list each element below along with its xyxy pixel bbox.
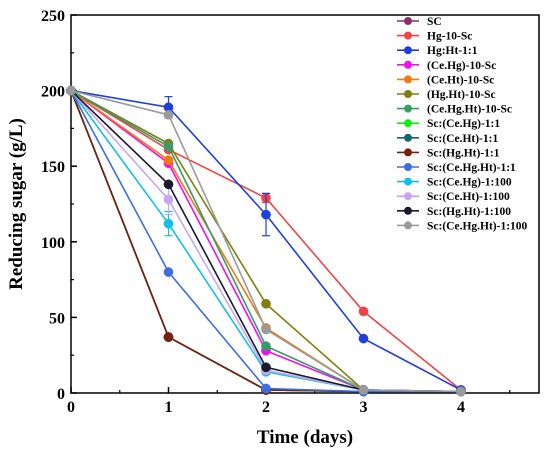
legend-marker <box>404 75 412 84</box>
legend-label: (Hg.Ht)-10-Sc <box>427 89 496 101</box>
legend-label: SC <box>427 16 442 28</box>
x-tick-label: 4 <box>457 399 465 416</box>
data-point <box>456 386 466 397</box>
data-point <box>163 267 174 277</box>
x-tick-label: 3 <box>360 399 368 416</box>
series-group <box>66 85 466 397</box>
legend-item: (Ce.Ht)-10-Sc <box>397 74 494 86</box>
x-tick-label: 2 <box>262 399 270 416</box>
y-tick-label: 250 <box>41 8 65 25</box>
legend-label: Sc:(Ce.Ht)-1:100 <box>427 191 510 203</box>
data-point <box>163 332 174 342</box>
legend-marker <box>404 17 412 25</box>
legend-label: Sc:(Hg.Ht)-1:100 <box>427 206 511 218</box>
data-point <box>163 141 174 152</box>
legend-label: (Ce.Hg.Ht)-10-Sc <box>427 104 512 116</box>
legend-item: (Ce.Hg)-10-Sc <box>397 60 496 72</box>
data-point <box>261 362 271 373</box>
legend-item: Sc:(Hg.Ht)-1:100 <box>397 206 511 218</box>
legend-marker <box>404 163 412 171</box>
legend-marker <box>404 119 412 128</box>
legend-marker <box>404 104 412 113</box>
legend-item: (Hg.Ht)-10-Sc <box>397 89 496 101</box>
legend-marker <box>404 90 412 98</box>
data-point <box>261 298 271 309</box>
y-tick-label: 150 <box>41 159 65 176</box>
legend-label: Sc:(Ce.Hg.Ht)-1:100 <box>427 220 528 232</box>
legend-label: (Ce.Hg)-10-Sc <box>427 60 496 72</box>
legend-marker <box>404 192 412 201</box>
y-tick-label: 100 <box>41 235 65 252</box>
data-point <box>163 179 174 190</box>
legend-label: Hg:Ht-1:1 <box>427 45 478 57</box>
data-point <box>163 194 174 205</box>
legend-item: (Ce.Hg.Ht)-10-Sc <box>397 104 512 116</box>
legend-item: Sc:(Ce.Hg.Ht)-1:1 <box>397 162 516 174</box>
legend-label: Hg-10-Sc <box>427 31 472 43</box>
data-point <box>261 209 271 220</box>
legend-marker <box>404 148 412 157</box>
legend-marker <box>404 221 412 230</box>
y-axis-title: Reducing sugar (g/L) <box>6 118 27 290</box>
legend-label: (Ce.Ht)-10-Sc <box>427 74 494 86</box>
legend-label: Sc:(Ce.Ht)-1:1 <box>427 133 498 145</box>
legend-item: Sc:(Hg.Ht)-1:1 <box>397 147 500 159</box>
legend-item: Sc:(Ce.Hg)-1:100 <box>397 177 512 189</box>
legend-marker <box>404 46 412 55</box>
y-tick-label: 0 <box>57 386 65 403</box>
legend-item: Hg:Ht-1:1 <box>397 45 478 57</box>
data-point <box>261 341 271 351</box>
data-point <box>358 306 369 317</box>
data-point <box>358 333 369 344</box>
legend-marker <box>404 177 412 186</box>
data-point <box>163 155 174 166</box>
legend-label: Sc:(Hg.Ht)-1:1 <box>427 147 500 159</box>
legend-marker <box>404 206 412 215</box>
data-point <box>163 109 174 120</box>
legend-marker <box>404 60 412 69</box>
legend-marker <box>404 31 412 40</box>
data-point <box>163 218 174 229</box>
series-layer <box>66 85 466 397</box>
legend-item: Sc:(Ce.Ht)-1:1 <box>397 133 498 145</box>
y-tick-label: 50 <box>49 310 65 327</box>
y-tick-label: 200 <box>41 84 65 101</box>
legend-label: Sc:(Ce.Hg)-1:1 <box>427 118 500 130</box>
data-point <box>261 324 271 335</box>
legend-item: Sc:(Ce.Hg)-1:1 <box>397 118 500 130</box>
legend-label: Sc:(Ce.Hg.Ht)-1:1 <box>427 162 516 174</box>
legend: SC Hg-10-Sc Hg:Ht-1:1 (Ce.Hg)-10-Sc (Ce.Ht)-… <box>397 16 528 232</box>
legend-item: Hg-10-Sc <box>397 31 472 43</box>
x-tick-label: 1 <box>165 399 173 416</box>
data-point <box>261 383 271 394</box>
legend-item: Sc:(Ce.Hg.Ht)-1:100 <box>397 220 528 232</box>
data-point <box>66 85 76 96</box>
x-tick-label: 0 <box>67 399 75 416</box>
legend-marker <box>404 133 412 142</box>
legend-item: SC <box>397 16 442 28</box>
legend-label: Sc:(Ce.Hg)-1:100 <box>427 177 512 189</box>
x-axis-title: Time (days) <box>257 427 353 448</box>
legend-item: Sc:(Ce.Ht)-1:100 <box>397 191 510 203</box>
data-point <box>358 385 369 395</box>
